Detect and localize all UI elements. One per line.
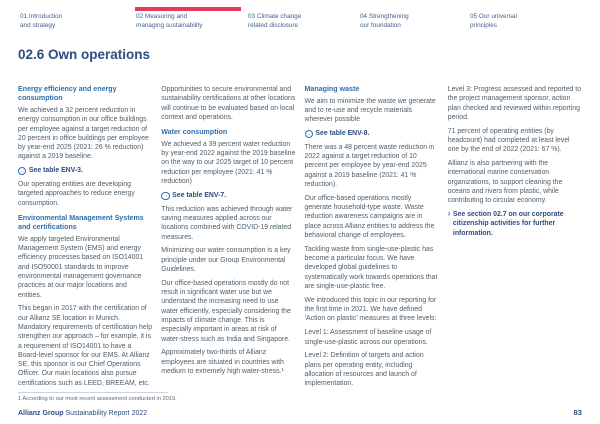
nav-item-1[interactable]: 01 Introduction and strategy [20, 13, 62, 30]
page-number: 83 [573, 408, 582, 417]
section-navigation: 01 Introduction and strategy 02 Measuring … [0, 13, 600, 43]
paragraph: We aim to minimize the waste we generate… [304, 97, 436, 124]
paragraph: Tackling waste from single-use-plastic h… [304, 245, 438, 291]
column-1: Energy efficiency and energy consumption… [18, 85, 152, 393]
link-label: See table ENV-7. [172, 191, 227, 199]
nav-item-line2: managing sustainability [136, 21, 203, 29]
nav-item-line1: 01 Introduction [20, 13, 63, 20]
paragraph: There was a 48 percent waste reduction i… [304, 143, 435, 189]
paragraph: We apply targeted Environmental Manageme… [18, 235, 144, 299]
section-heading: Energy efficiency and energy consumption [18, 85, 117, 103]
paragraph: We introduced this topic in our reportin… [304, 296, 437, 323]
footnote-divider [18, 392, 168, 393]
content-columns: Energy efficiency and energy consumption… [18, 85, 582, 393]
active-section-indicator [135, 7, 241, 11]
column-4: Level 3: Progress assessed and reported … [448, 85, 582, 393]
paragraph: Our office-based operations mostly gener… [304, 194, 435, 240]
circle-arrow-icon: → [18, 166, 27, 176]
report-name: Allianz Group Sustainability Report 2022 [18, 410, 147, 417]
nav-item-line2: our foundation [360, 21, 401, 29]
report-brand: Allianz Group [18, 410, 64, 417]
page-footer: Allianz Group Sustainability Report 2022… [18, 408, 582, 417]
section-heading: Managing waste [304, 85, 360, 93]
nav-item-2-active[interactable]: 02 Measuring and managing sustainability [136, 13, 202, 30]
report-name-rest: Sustainability Report 2022 [63, 410, 148, 417]
table-reference-link[interactable]: → See table ENV-7. [161, 191, 295, 201]
link-label: See table ENV-3. [28, 167, 83, 175]
link-label: See table ENV-8. [315, 130, 370, 138]
paragraph: Allianz is also partnering with the inte… [447, 160, 563, 205]
paragraph: Approximately two-thirds of Allianz empl… [161, 349, 284, 375]
paragraph: This began in 2017 with the certificatio… [18, 305, 153, 387]
nav-item-3[interactable]: 03 Climate change related disclosure [248, 13, 301, 30]
paragraph: Level 3: Progress assessed and reported … [447, 86, 582, 121]
link-label: See section 02.7 on our corporate citize… [452, 211, 564, 237]
table-reference-link[interactable]: → See table ENV-8. [304, 129, 439, 139]
page-title: 02.6 Own operations [18, 47, 151, 62]
section-heading: Water consumption [161, 128, 228, 137]
column-2: Opportunities to secure environmental an… [161, 85, 295, 393]
paragraph: Level 2: Definition of targets and actio… [304, 352, 424, 388]
paragraph: Minimizing our water consumption is a ke… [161, 247, 291, 273]
paragraph: 71 percent of operating entities (by hea… [447, 127, 570, 154]
nav-item-4[interactable]: 04 Strengthening our foundation [360, 13, 409, 30]
nav-item-line2: principles [470, 21, 497, 29]
section-heading: Environmental Management Systems and cer… [18, 213, 144, 232]
nav-item-line1: 04 Strengthening [360, 13, 409, 20]
footnote: 1 According to our most recent assessmen… [18, 396, 177, 402]
nav-item-5[interactable]: 05 Our universal principles [470, 13, 517, 30]
nav-item-line1: 05 Our universal [470, 13, 517, 20]
nav-item-line2: related disclosure [248, 21, 299, 29]
nav-item-line1: 03 Climate change [248, 13, 302, 20]
paragraph: Level 1: Assessment of baseline usage of… [304, 329, 432, 346]
paragraph: Our operating entities are developing ta… [18, 180, 135, 207]
paragraph: We achieved a 32 percent reduction in en… [18, 106, 149, 161]
column-3: Managing waste We aim to minimize the was… [304, 85, 439, 393]
paragraph: This reduction was achieved through wate… [161, 205, 293, 241]
section-reference-link[interactable]: › See section 02.7 on our corporate citiz… [448, 210, 582, 238]
nav-item-line2: and strategy [20, 21, 56, 29]
paragraph: We achieved a 39 percent water reduction… [161, 140, 296, 186]
paragraph: Our office-based operations mostly do no… [161, 279, 291, 343]
table-reference-link[interactable]: → See table ENV-3. [18, 166, 152, 176]
paragraph: Opportunities to secure environmental an… [161, 86, 296, 121]
circle-arrow-icon: → [161, 191, 170, 201]
chevron-right-icon: › [447, 209, 451, 219]
circle-arrow-icon: → [304, 129, 313, 139]
nav-item-line1: 02 Measuring and [136, 13, 188, 20]
